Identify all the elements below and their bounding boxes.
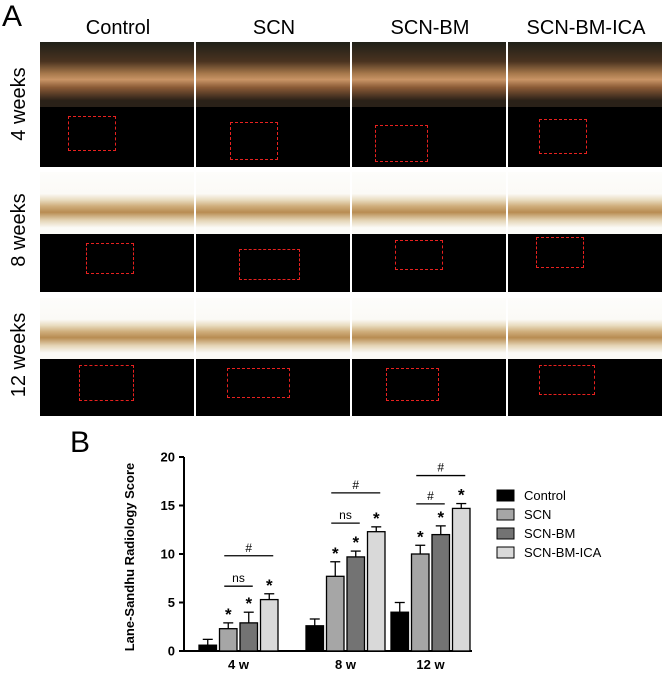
ct-image-tile xyxy=(40,298,194,416)
ct-image-tile xyxy=(508,298,662,416)
3d-reconstruction-image xyxy=(40,42,194,107)
3d-reconstruction-image xyxy=(508,298,662,360)
ct-image-tile xyxy=(196,298,350,416)
region-of-interest-box xyxy=(86,243,135,274)
ct-slice-image xyxy=(40,359,194,416)
column-header-scn-bm-ica: SCN-BM-ICA xyxy=(526,17,646,39)
region-of-interest-box xyxy=(538,365,595,396)
column-header-scn-bm: SCN-BM xyxy=(390,17,470,39)
legend-label: SCN-BM xyxy=(524,526,575,541)
bar-control-12w xyxy=(390,611,410,652)
significance-star: * xyxy=(437,508,444,527)
comparison-label: ns xyxy=(339,508,352,522)
legend-swatch xyxy=(496,508,515,521)
comparison-label: ns xyxy=(232,571,245,585)
3d-reconstruction-image xyxy=(40,172,194,235)
legend-label: Control xyxy=(524,488,566,503)
significance-star: * xyxy=(417,527,424,546)
significance-star: * xyxy=(225,605,232,624)
ct-slice-image xyxy=(352,107,506,167)
ct-slice-image xyxy=(508,234,662,292)
bar-scn-bm-ica-4w xyxy=(259,598,279,652)
region-of-interest-box xyxy=(67,116,116,151)
y-tick-label: 0 xyxy=(168,644,175,659)
comparison-label: # xyxy=(427,489,434,503)
bar-scn-bm-ica-8w xyxy=(366,531,386,652)
y-axis-label: Lane-Sandhu Radiology Score xyxy=(122,463,137,652)
comparison-label: # xyxy=(437,461,444,475)
region-of-interest-box xyxy=(535,237,584,269)
3d-reconstruction-image xyxy=(196,172,350,235)
x-tick-label: 12 w xyxy=(416,657,445,672)
significance-star: * xyxy=(266,576,273,595)
3d-reconstruction-image xyxy=(352,42,506,107)
column-header-scn: SCN xyxy=(252,17,296,39)
3d-reconstruction-image xyxy=(508,42,662,107)
significance-star: * xyxy=(332,544,339,563)
ct-slice-image xyxy=(196,359,350,416)
ct-image-tile xyxy=(40,172,194,292)
bar-scn-bm-12w xyxy=(431,533,451,652)
region-of-interest-box xyxy=(229,122,279,160)
3d-reconstruction-image xyxy=(352,172,506,235)
ct-image-tile xyxy=(196,42,350,167)
bar-scn-8w xyxy=(325,575,345,652)
region-of-interest-box xyxy=(395,240,444,270)
ct-image-tile xyxy=(352,298,506,416)
bar-control-4w xyxy=(198,644,218,652)
x-tick-label: 8 w xyxy=(335,657,357,672)
comparison-label: # xyxy=(245,541,252,555)
y-tick-label: 10 xyxy=(161,547,175,562)
3d-reconstruction-image xyxy=(196,42,350,107)
ct-image-tile xyxy=(352,172,506,292)
bar-scn-bm-4w xyxy=(239,622,259,652)
panel-a-letter: A xyxy=(2,0,23,33)
ct-slice-image xyxy=(352,359,506,416)
region-of-interest-box xyxy=(78,365,135,401)
region-of-interest-box xyxy=(385,367,439,401)
bar-scn-4w xyxy=(218,628,238,652)
legend-swatch xyxy=(496,546,515,559)
ct-slice-image xyxy=(352,234,506,292)
significance-star: * xyxy=(373,509,380,528)
bar-scn-bm-8w xyxy=(346,556,366,652)
legend-label: SCN-BM-ICA xyxy=(524,545,602,560)
ct-slice-image xyxy=(196,107,350,167)
ct-slice-image xyxy=(508,107,662,167)
ct-slice-image xyxy=(40,234,194,292)
legend-swatch xyxy=(496,489,515,502)
bar-scn-bm-ica-12w xyxy=(451,507,471,652)
bar-control-8w xyxy=(305,625,325,652)
ct-slice-image xyxy=(196,234,350,292)
column-header-control: Control xyxy=(85,17,151,39)
region-of-interest-box xyxy=(375,125,428,162)
y-tick-label: 20 xyxy=(161,450,175,465)
3d-reconstruction-image xyxy=(196,298,350,360)
legend-swatch xyxy=(496,527,515,540)
3d-reconstruction-image xyxy=(352,298,506,360)
significance-star: * xyxy=(245,594,252,613)
legend-label: SCN xyxy=(524,507,551,522)
ct-slice-image xyxy=(40,107,194,167)
significance-star: * xyxy=(458,486,465,505)
region-of-interest-box xyxy=(226,367,291,399)
ct-image-tile xyxy=(352,42,506,167)
y-tick-label: 15 xyxy=(161,498,175,513)
region-of-interest-box xyxy=(239,248,300,280)
ct-image-tile xyxy=(196,172,350,292)
significance-star: * xyxy=(352,533,359,552)
3d-reconstruction-image xyxy=(40,298,194,360)
x-tick-label: 4 w xyxy=(228,657,250,672)
ct-slice-image xyxy=(508,359,662,416)
panel-b-letter: B xyxy=(70,426,91,459)
region-of-interest-box xyxy=(538,119,587,154)
y-tick-label: 5 xyxy=(168,595,175,610)
ct-image-tile xyxy=(508,172,662,292)
bar-scn-12w xyxy=(410,553,430,652)
3d-reconstruction-image xyxy=(508,172,662,235)
comparison-label: # xyxy=(352,478,359,492)
ct-image-tile xyxy=(508,42,662,167)
ct-image-tile xyxy=(40,42,194,167)
